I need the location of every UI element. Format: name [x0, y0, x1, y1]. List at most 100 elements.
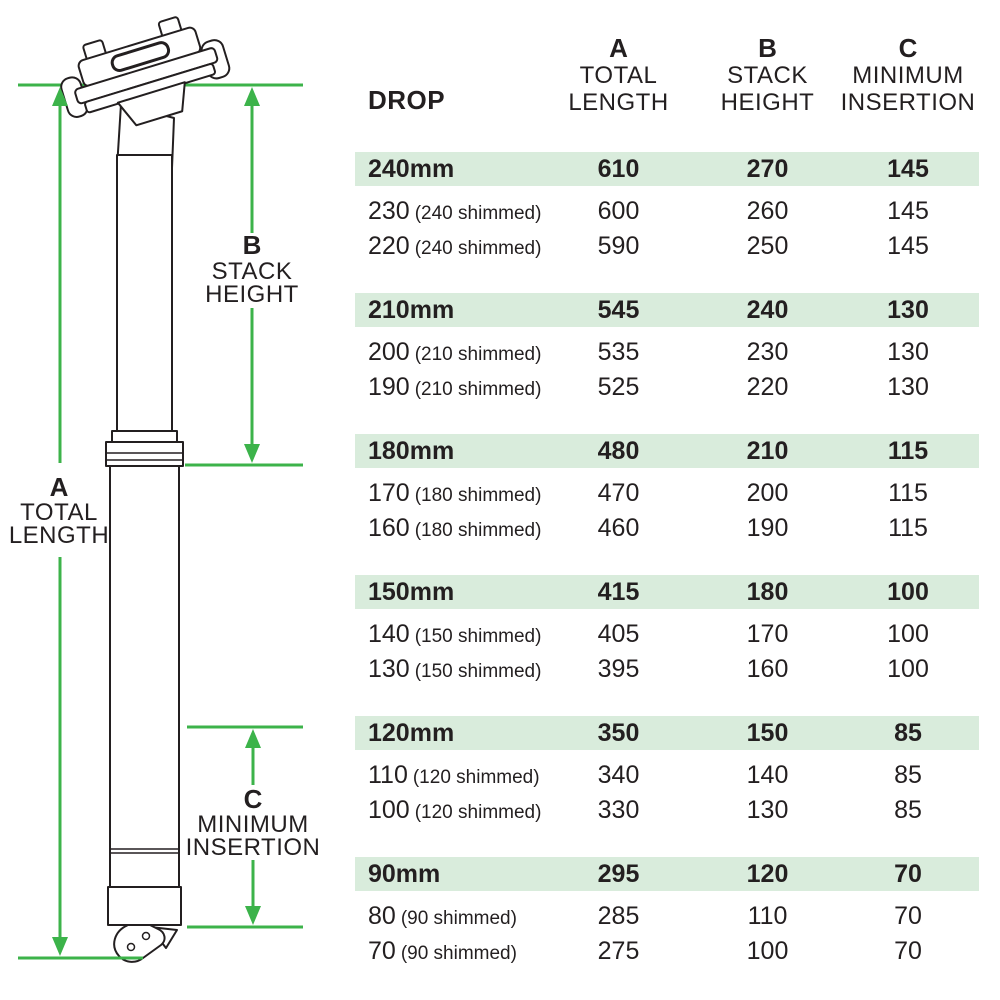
- stack-height-cell: 160: [746, 655, 789, 683]
- shim-note: (90 shimmed): [400, 908, 517, 929]
- drop-cell: 70 (90 shimmed): [368, 937, 517, 965]
- total-length-cell: 460: [597, 514, 640, 542]
- table-row: 100 (120 shimmed) 330 130 85: [355, 794, 979, 827]
- min-insertion-cell: 100: [887, 655, 929, 683]
- stack-height-cell: 140: [746, 761, 789, 789]
- dimension-labels: A TOTAL LENGTH B STACK HEIGHT C MINIMUM …: [9, 230, 321, 861]
- shim-note: (210 shimmed): [414, 379, 542, 400]
- min-insertion-cell: 115: [888, 479, 928, 507]
- min-insertion-cell: 100: [887, 577, 929, 606]
- stack-height-cell: 220: [746, 373, 789, 401]
- total-length-cell: 480: [597, 436, 640, 465]
- table-row: 200 (210 shimmed) 535 230 130: [355, 336, 979, 369]
- table-header: DROP A TOTAL LENGTH B STACK HEIGHT C MIN…: [355, 35, 979, 117]
- table-row: 230 (240 shimmed) 600 260 145: [355, 195, 979, 228]
- min-insertion-cell: 130: [887, 295, 929, 324]
- total-length-cell: 535: [597, 338, 640, 366]
- min-insertion-cell: 145: [887, 232, 929, 260]
- drop-cell: 170 (180 shimmed): [368, 479, 542, 507]
- table-row: 70 (90 shimmed) 275 100 70: [355, 935, 979, 968]
- total-length-cell: 545: [597, 295, 640, 324]
- label-b-line1: STACK: [212, 258, 293, 285]
- stack-height-cell: 130: [746, 796, 789, 824]
- label-c-line1: MINIMUM: [197, 811, 308, 838]
- saddle-clamp-head: [60, 16, 231, 127]
- total-length-cell: 395: [597, 655, 640, 683]
- label-b-letter: B: [243, 230, 262, 260]
- min-insertion-cell: 70: [894, 859, 922, 888]
- seatpost-line-art: [60, 16, 231, 963]
- drop-cell: 240mm: [368, 154, 455, 183]
- shim-note: (90 shimmed): [400, 943, 517, 964]
- total-length-cell: 590: [597, 232, 640, 260]
- label-c-line2: INSERTION: [186, 834, 321, 861]
- table-row-highlight: 240mm 610 270 145: [355, 152, 979, 186]
- size-group-240: 240mm 610 270 145 230 (240 shimmed) 600 2…: [355, 152, 979, 293]
- label-c-letter: C: [244, 784, 263, 814]
- seatpost-diagram: A TOTAL LENGTH B STACK HEIGHT C MINIMUM …: [9, 16, 321, 963]
- spec-table: DROP A TOTAL LENGTH B STACK HEIGHT C MIN…: [355, 0, 979, 998]
- drop-cell: 130 (150 shimmed): [368, 655, 542, 683]
- table-row-highlight: 150mm 415 180 100: [355, 575, 979, 609]
- drop-cell: 190 (210 shimmed): [368, 373, 542, 401]
- min-insertion-cell: 115: [888, 514, 928, 542]
- label-a-letter: A: [50, 472, 69, 502]
- total-length-cell: 350: [597, 718, 640, 747]
- drop-cell: 180mm: [368, 436, 455, 465]
- min-insertion-cell: 70: [894, 902, 922, 930]
- total-length-cell: 405: [597, 620, 640, 648]
- stack-height-cell: 120: [746, 859, 789, 888]
- shim-note: (210 shimmed): [414, 344, 542, 365]
- drop-cell: 150mm: [368, 577, 455, 606]
- shim-note: (180 shimmed): [414, 520, 542, 541]
- table-row: 160 (180 shimmed) 460 190 115: [355, 512, 979, 545]
- total-length-cell: 285: [597, 902, 640, 930]
- dimension-lines: [18, 100, 303, 960]
- shim-note: (180 shimmed): [414, 485, 542, 506]
- total-length-cell: 610: [597, 154, 640, 183]
- stack-height-cell: 240: [746, 295, 789, 324]
- drop-cell: 230 (240 shimmed): [368, 197, 542, 225]
- drop-cell: 90mm: [368, 859, 441, 888]
- header-drop: DROP: [368, 85, 446, 115]
- table-row: 80 (90 shimmed) 285 110 70: [355, 900, 979, 933]
- table-row-highlight: 90mm 295 120 70: [355, 857, 979, 891]
- min-insertion-cell: 115: [887, 436, 929, 465]
- min-insertion-cell: 145: [887, 154, 929, 183]
- shim-note: (240 shimmed): [414, 203, 542, 224]
- table-body: 240mm 610 270 145 230 (240 shimmed) 600 2…: [355, 152, 979, 998]
- stack-height-cell: 180: [746, 577, 789, 606]
- header-minimum-insertion: C MINIMUM INSERTION: [840, 33, 976, 117]
- stack-height-cell: 190: [746, 514, 789, 542]
- size-group-150: 150mm 415 180 100 140 (150 shimmed) 405 1…: [355, 575, 979, 716]
- actuator-lever: [113, 924, 178, 963]
- total-length-cell: 525: [597, 373, 640, 401]
- min-insertion-cell: 85: [894, 796, 922, 824]
- size-group-90: 90mm 295 120 70 80 (90 shimmed) 285 110 7…: [355, 857, 979, 998]
- table-row: 220 (240 shimmed) 590 250 145: [355, 230, 979, 263]
- total-length-cell: 275: [597, 937, 640, 965]
- drop-cell: 200 (210 shimmed): [368, 338, 542, 366]
- stack-height-cell: 170: [746, 620, 789, 648]
- min-insertion-cell: 100: [887, 620, 929, 648]
- table-row-highlight: 210mm 545 240 130: [355, 293, 979, 327]
- shim-note: (240 shimmed): [414, 238, 542, 259]
- shim-note: (120 shimmed): [412, 767, 540, 788]
- stack-height-cell: 110: [747, 902, 788, 930]
- stack-height-cell: 230: [746, 338, 789, 366]
- drop-cell: 140 (150 shimmed): [368, 620, 542, 648]
- size-group-120: 120mm 350 150 85 110 (120 shimmed) 340 14…: [355, 716, 979, 857]
- label-a-line2: LENGTH: [9, 522, 109, 549]
- table-row-highlight: 120mm 350 150 85: [355, 716, 979, 750]
- stack-height-cell: 200: [746, 479, 789, 507]
- drop-cell: 120mm: [368, 718, 455, 747]
- drop-cell: 220 (240 shimmed): [368, 232, 542, 260]
- min-insertion-cell: 145: [887, 197, 929, 225]
- min-insertion-cell: 85: [894, 761, 922, 789]
- stack-height-cell: 150: [746, 718, 789, 747]
- total-length-cell: 330: [597, 796, 640, 824]
- drop-cell: 100 (120 shimmed): [368, 796, 542, 824]
- stack-height-cell: 210: [746, 436, 789, 465]
- min-insertion-cell: 130: [887, 338, 929, 366]
